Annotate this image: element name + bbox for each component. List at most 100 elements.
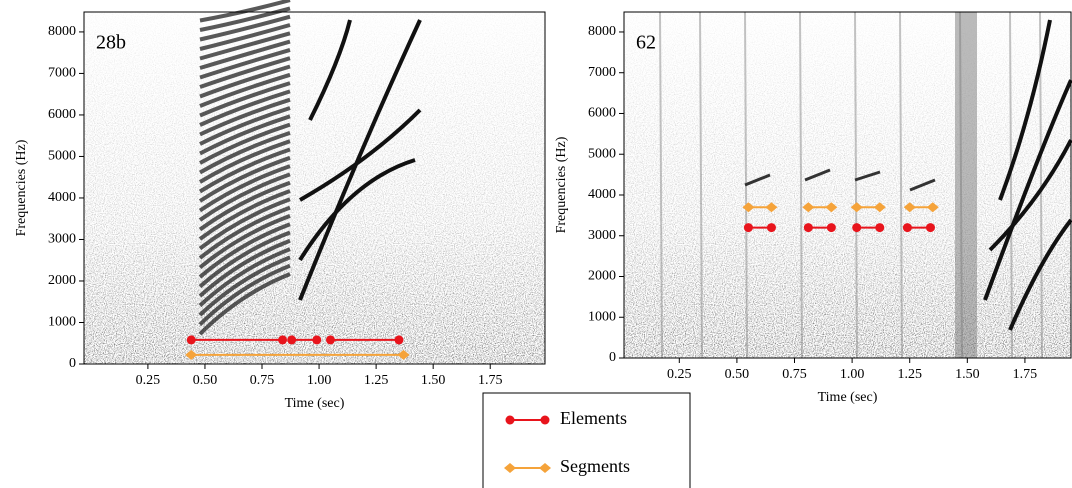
circle-marker bbox=[186, 335, 196, 345]
x-tick-label: 0.50 bbox=[193, 373, 218, 388]
diamond-marker bbox=[825, 202, 838, 213]
call-trace bbox=[298, 19, 422, 301]
call-trace bbox=[1008, 218, 1072, 331]
x-tick-label: 1.25 bbox=[897, 367, 922, 382]
x-tick-label: 1.00 bbox=[307, 373, 332, 388]
x-tick-label: 1.50 bbox=[955, 367, 980, 382]
x-tick-label: 0.50 bbox=[725, 367, 750, 382]
harmonic-stripe bbox=[199, 97, 291, 137]
vertical-streak bbox=[899, 11, 903, 359]
call-trace bbox=[988, 139, 1072, 252]
harmonic-stripe bbox=[199, 31, 291, 61]
diamond-marker bbox=[742, 202, 755, 213]
syllable-trace bbox=[744, 173, 771, 187]
harmonic-stripe bbox=[199, 39, 291, 70]
harmonic-stripe bbox=[198, 205, 291, 260]
diamond-marker bbox=[765, 202, 778, 213]
y-tick-label: 6000 bbox=[588, 106, 616, 121]
y-tick-label: 8000 bbox=[48, 24, 76, 39]
circle-marker bbox=[902, 223, 912, 233]
call-trace bbox=[998, 19, 1052, 201]
harmonic-stripe bbox=[199, 81, 291, 118]
circle-marker bbox=[743, 223, 753, 233]
y-tick-label: 1000 bbox=[48, 315, 76, 330]
call-trace bbox=[298, 158, 416, 262]
harmonic-stripe bbox=[198, 139, 291, 184]
x-tick-label: 0.25 bbox=[667, 367, 692, 382]
diamond-marker bbox=[850, 202, 863, 213]
x-tick-label: 1.25 bbox=[364, 373, 389, 388]
harmonic-stripe bbox=[199, 64, 291, 99]
circle-marker bbox=[394, 335, 404, 345]
circle-marker bbox=[766, 223, 776, 233]
y-tick-label: 8000 bbox=[588, 24, 616, 39]
diamond-marker bbox=[185, 349, 198, 360]
legend-box bbox=[482, 392, 691, 488]
diamond-marker bbox=[926, 202, 939, 213]
call-trace bbox=[299, 108, 422, 202]
circle-marker bbox=[875, 223, 885, 233]
harmonic-stripe bbox=[199, 6, 291, 32]
spectrogram bbox=[624, 11, 1072, 359]
panel-title: 28b bbox=[96, 32, 126, 54]
harmonic-stripe bbox=[199, 89, 291, 127]
x-tick-label: 0.75 bbox=[250, 373, 275, 388]
harmonic-stripe bbox=[199, 23, 291, 51]
y-tick-label: 5000 bbox=[48, 149, 76, 164]
y-tick-label: 7000 bbox=[48, 66, 76, 81]
harmonic-stripe bbox=[198, 155, 291, 203]
y-tick-label: 7000 bbox=[588, 65, 616, 80]
x-tick-label: 0.25 bbox=[136, 373, 161, 388]
call-trace bbox=[308, 19, 352, 121]
harmonic-stripe bbox=[199, 14, 291, 42]
harmonic-stripe bbox=[198, 147, 291, 194]
y-axis-label: Frequencies (Hz) bbox=[14, 139, 29, 236]
legend: Elements Segments bbox=[482, 392, 691, 488]
harmonic-stripe bbox=[199, 47, 291, 80]
x-tick-label: 0.75 bbox=[782, 367, 807, 382]
circle-marker bbox=[852, 223, 862, 233]
diamond-marker bbox=[873, 202, 886, 213]
diamond-marker bbox=[539, 463, 551, 473]
circle-marker bbox=[312, 335, 322, 345]
x-tick-label: 1.50 bbox=[421, 373, 446, 388]
y-tick-label: 2000 bbox=[588, 269, 616, 284]
harmonic-stripe bbox=[198, 272, 291, 336]
diamond-marker bbox=[903, 202, 916, 213]
legend-label: Segments bbox=[560, 456, 630, 476]
harmonic-stripe bbox=[199, 131, 291, 175]
harmonic-stripe bbox=[198, 222, 291, 279]
harmonic-stripe bbox=[198, 164, 291, 213]
harmonic-stripe bbox=[198, 197, 291, 251]
diamond-marker bbox=[504, 463, 516, 473]
legend-label: Elements bbox=[560, 408, 627, 428]
y-tick-label: 0 bbox=[609, 350, 616, 365]
x-axis-label: Time (sec) bbox=[285, 396, 345, 411]
y-tick-label: 5000 bbox=[588, 146, 616, 161]
vertical-streak bbox=[659, 11, 663, 359]
circle-marker bbox=[803, 223, 813, 233]
y-tick-label: 6000 bbox=[48, 107, 76, 122]
x-tick-label: 1.75 bbox=[1013, 367, 1038, 382]
y-axis-label: Frequencies (Hz) bbox=[554, 136, 569, 233]
circle-marker bbox=[925, 223, 935, 233]
diamond-marker bbox=[802, 202, 815, 213]
vertical-streak bbox=[1009, 11, 1013, 359]
syllable-trace bbox=[804, 168, 831, 182]
circle-marker bbox=[505, 415, 515, 425]
spectrogram bbox=[84, 0, 545, 364]
x-axis-label: Time (sec) bbox=[818, 390, 878, 405]
harmonic-stripe bbox=[198, 263, 291, 326]
harmonic-stripe bbox=[198, 230, 291, 289]
y-tick-label: 4000 bbox=[48, 190, 76, 205]
harmonic-stripe bbox=[199, 72, 291, 108]
harmonic-stripe bbox=[199, 56, 291, 89]
plot-frame bbox=[623, 11, 1072, 359]
circle-marker bbox=[826, 223, 836, 233]
broadband-burst bbox=[955, 12, 977, 358]
harmonic-stripe bbox=[198, 180, 291, 232]
vertical-streak bbox=[854, 11, 858, 359]
y-tick-label: 0 bbox=[69, 356, 76, 371]
harmonic-stripe bbox=[198, 214, 291, 270]
vertical-streak bbox=[799, 11, 803, 359]
